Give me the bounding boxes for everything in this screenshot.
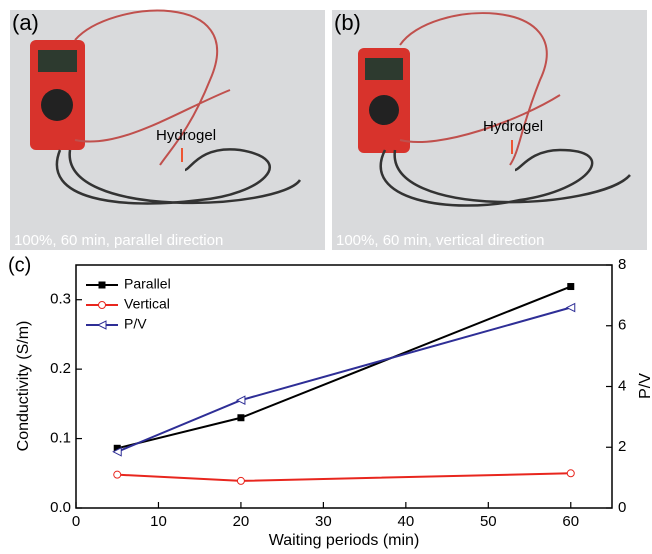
marker [567, 283, 575, 291]
panel-label: (b) [334, 10, 361, 35]
series-line [116, 306, 572, 453]
legend-label: Parallel [124, 276, 171, 292]
y2-tick-label: 0 [618, 499, 626, 516]
x-axis-label: Waiting periods (min) [269, 532, 420, 549]
marker [566, 469, 575, 478]
legend-label: P/V [124, 316, 147, 332]
y2-axis-label: P/V [637, 373, 652, 399]
annotation: Hydrogel [483, 118, 543, 135]
x-tick-label: 60 [562, 513, 579, 530]
photo-a [10, 9, 325, 250]
series-line [117, 472, 571, 482]
y2-tick-label: 6 [618, 317, 626, 334]
y2-tick-label: 4 [618, 377, 626, 394]
legend-marker [98, 281, 106, 289]
y-tick-label: 0.0 [50, 499, 71, 516]
y2-tick-label: 2 [618, 438, 626, 455]
y-tick-label: 0.3 [50, 291, 71, 308]
marker [565, 302, 576, 313]
caption: 100%, 60 min, parallel direction [14, 232, 223, 249]
x-tick-label: 40 [398, 513, 415, 530]
annotation: Hydrogel [156, 127, 216, 144]
marker [235, 395, 246, 405]
x-tick-label: 0 [72, 513, 80, 530]
marker [113, 444, 121, 452]
panel-label: (a) [12, 10, 39, 35]
y-axis-label: Conductivity (S/m) [15, 321, 32, 452]
legend-label: Vertical [124, 296, 170, 312]
x-tick-label: 50 [480, 513, 497, 530]
y-tick-label: 0.2 [50, 360, 71, 377]
x-tick-label: 20 [233, 513, 250, 530]
x-tick-label: 10 [150, 513, 167, 530]
x-tick-label: 30 [315, 513, 332, 530]
marker [237, 414, 245, 422]
marker [113, 470, 122, 479]
legend-marker [98, 301, 106, 309]
y-tick-label: 0.1 [50, 430, 71, 447]
panel-label: (c) [8, 254, 31, 276]
marker [112, 446, 122, 457]
marker [236, 476, 245, 485]
y2-tick-label: 8 [618, 256, 626, 273]
photo-b [332, 10, 647, 250]
legend-marker [96, 320, 107, 330]
caption: 100%, 60 min, vertical direction [336, 232, 544, 249]
